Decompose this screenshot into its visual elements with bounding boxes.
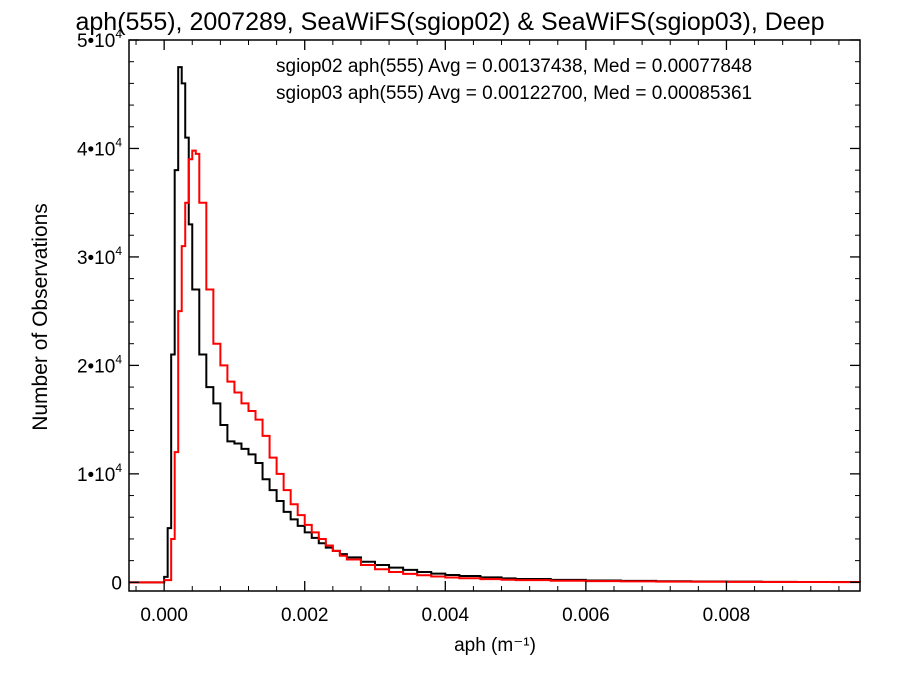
y-tick-label: 4•104	[77, 135, 122, 160]
y-axis-ticks: 0 1•104 2•104 3•104 4•104 5•104	[77, 27, 860, 594]
legend-entry-sgiop02: sgiop02 aph(555) Avg = 0.00137438, Med =…	[276, 56, 752, 77]
y-axis-label: Number of Observations	[29, 203, 52, 431]
legend-entry-sgiop03: sgiop03 aph(555) Avg = 0.00122700, Med =…	[276, 83, 752, 104]
x-tick-label: 0.002	[281, 605, 329, 626]
y-tick-label: 0	[111, 573, 122, 594]
x-tick-label: 0.004	[422, 605, 470, 626]
series-layer	[129, 66, 861, 584]
x-axis-label: aph (m⁻¹)	[454, 635, 536, 656]
x-tick-label: 0.008	[703, 605, 751, 626]
y-tick-label: 1•104	[77, 461, 122, 486]
y-tick-label: 2•104	[77, 352, 122, 377]
y-tick-label: 5•104	[77, 27, 122, 52]
x-tick-label: 0.006	[562, 605, 610, 626]
x-tick-label: 0.000	[140, 605, 188, 626]
y-tick-label: 3•104	[77, 244, 122, 269]
chart-title: aph(555), 2007289, SeaWiFS(sgiop02) & Se…	[75, 8, 824, 36]
x-axis-ticks: 0.000 0.002 0.004 0.006 0.008	[135, 40, 840, 626]
series-line-sgiop02	[129, 66, 861, 584]
series-line-sgiop03	[129, 149, 861, 584]
plot-frame	[128, 39, 861, 592]
